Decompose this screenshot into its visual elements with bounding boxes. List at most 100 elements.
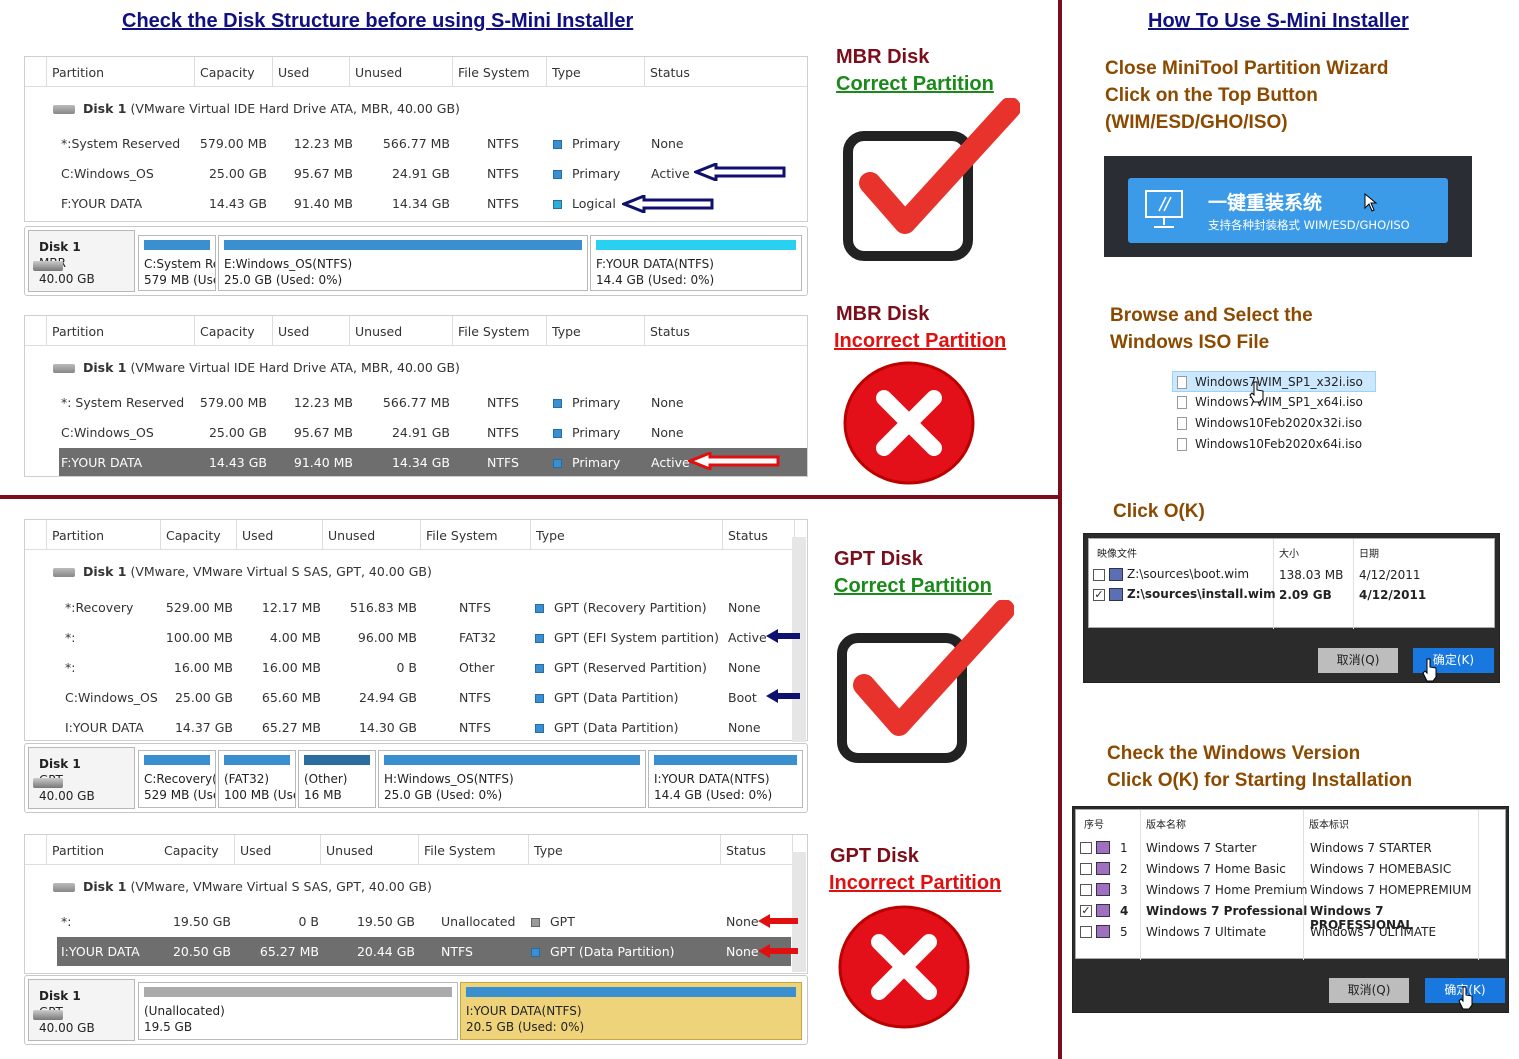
column-header-capacity[interactable]: Capacity <box>161 520 237 550</box>
column-header-capacity[interactable]: Capacity <box>195 57 273 87</box>
column-header-partition[interactable]: Partition <box>47 57 195 87</box>
segment-recovery[interactable]: C:Recovery(529 MB (Use <box>138 750 216 808</box>
scrollbar[interactable] <box>792 537 806 742</box>
column-header-status[interactable]: Status <box>721 835 793 865</box>
arrow-left-icon <box>622 195 714 213</box>
wim-row-selected[interactable]: ✓ Z:\sources\install.wim 2.09 GB 4/12/201… <box>1093 587 1489 605</box>
floppy-icon <box>1096 862 1110 875</box>
selected-row-highlight[interactable] <box>57 937 791 966</box>
wim-list: 映像文件 大小 日期 Z:\sources\boot.wim 138.03 MB… <box>1088 538 1495 629</box>
file-item[interactable]: Windows10Feb2020x32i.iso <box>1172 413 1376 434</box>
floppy-icon <box>1109 568 1123 581</box>
checkbox[interactable] <box>1080 925 1092 938</box>
column-header-file-system[interactable]: File System <box>421 520 531 550</box>
column-header-unused[interactable]: Unused <box>323 520 421 550</box>
segment-your-data[interactable]: I:YOUR DATA(NTFS) 14.4 GB (Used: 0%) <box>648 750 803 808</box>
file-item-selected[interactable]: Windows7WIM_SP1_x32i.iso <box>1172 371 1376 392</box>
segment-your-data[interactable]: F:YOUR DATA(NTFS) 14.4 GB (Used: 0%) <box>590 235 802 291</box>
mbr-correct-partition-table: Partition Capacity Used Unused File System Ty… <box>24 56 808 222</box>
version-row[interactable]: 5 Windows 7 Ultimate Windows 7 ULTIMATE <box>1080 924 1480 942</box>
segment-other[interactable]: (Other) 16 MB <box>298 750 376 808</box>
column-header-partition[interactable]: Partition <box>47 316 195 346</box>
segment-system-reserved[interactable]: C:System Re 579 MB (Use <box>138 235 216 291</box>
column-header-used[interactable]: Used <box>237 520 323 550</box>
column-header-used[interactable]: Used <box>273 316 350 346</box>
version-name: Windows 7 Professional <box>1146 904 1308 918</box>
wim-size: 2.09 GB <box>1279 588 1332 602</box>
floppy-icon <box>1096 841 1110 854</box>
cell-file-system: NTFS <box>487 136 519 151</box>
file-item[interactable]: Windows10Feb2020x64i.iso <box>1172 434 1376 455</box>
file-name: Windows7WIM_SP1_x64i.iso <box>1195 395 1363 409</box>
segment-windows-os[interactable]: E:Windows_OS(NTFS) 25.0 GB (Used: 0%) <box>218 235 588 291</box>
file-item[interactable]: Windows7WIM_SP1_x64i.iso <box>1172 392 1376 413</box>
cancel-button[interactable]: 取消(Q) <box>1318 648 1398 673</box>
cell-unused: 0 B <box>396 660 417 675</box>
wim-path: Z:\sources\install.wim <box>1127 587 1276 601</box>
checkbox[interactable] <box>1080 862 1092 875</box>
one-click-reinstall-button[interactable]: 一键重装系统 支持各种封装格式 WIM/ESD/GHO/ISO <box>1128 178 1448 243</box>
column-header-unused[interactable]: Unused <box>350 316 453 346</box>
checkbox[interactable] <box>1093 568 1105 581</box>
arrow-left-icon <box>766 629 800 643</box>
segment-windows-os[interactable]: H:Windows_OS(NTFS) 25.0 GB (Used: 0%) <box>378 750 646 808</box>
type-text: GPT (Data Partition) <box>554 720 679 735</box>
partition-type-icon <box>535 634 544 643</box>
column-header-unused[interactable]: Unused <box>321 835 419 865</box>
column-header-file-system[interactable]: File System <box>453 57 547 87</box>
column-header-type[interactable]: Type <box>547 57 645 87</box>
cell-partition: I:YOUR DATA <box>61 944 140 959</box>
disk-description: (VMware, VMware Virtual S SAS, GPT, 40.0… <box>130 879 432 894</box>
selected-row-highlight[interactable] <box>59 448 807 476</box>
column-header-used[interactable]: Used <box>273 57 350 87</box>
column-header-file-system[interactable]: File System <box>419 835 529 865</box>
disk-row[interactable]: Disk 1 (VMware, VMware Virtual S SAS, GP… <box>53 879 432 894</box>
cell-status: None <box>651 425 684 440</box>
column-header-status[interactable]: Status <box>645 57 807 87</box>
column-header-status[interactable]: Status <box>723 520 795 550</box>
cell-unused: 19.50 GB <box>356 914 415 929</box>
checkbox-checked[interactable]: ✓ <box>1080 903 1092 917</box>
column-header-capacity[interactable]: Capacity <box>195 316 273 346</box>
partition-type-icon <box>553 200 562 209</box>
column-header-type[interactable]: Type <box>547 316 645 346</box>
segment-label: (Unallocated) <box>144 1004 225 1018</box>
segment-unallocated[interactable]: (Unallocated) 19.5 GB <box>138 982 458 1040</box>
checkbox[interactable] <box>1080 841 1092 854</box>
disk-row[interactable]: Disk 1 (VMware, VMware Virtual S SAS, GP… <box>53 564 432 579</box>
column-header-status[interactable]: Status <box>645 316 807 346</box>
column-header-type[interactable]: Type <box>529 835 721 865</box>
version-row[interactable]: 2 Windows 7 Home Basic Windows 7 HOMEBASIC <box>1080 861 1480 879</box>
cell-file-system: FAT32 <box>459 630 497 645</box>
floppy-icon <box>1109 588 1123 601</box>
segment-fat32[interactable]: (FAT32) 100 MB (Use <box>218 750 296 808</box>
cancel-button[interactable]: 取消(Q) <box>1329 978 1409 1003</box>
scrollbar[interactable] <box>792 852 806 972</box>
header-spacer <box>25 835 47 865</box>
disk-row[interactable]: Disk 1 (VMware Virtual IDE Hard Drive AT… <box>53 101 460 116</box>
version-row[interactable]: 1 Windows 7 Starter Windows 7 STARTER <box>1080 840 1480 858</box>
column-header-unused[interactable]: Unused <box>350 57 453 87</box>
hand-cursor-icon <box>1422 658 1437 682</box>
column-header-file-system[interactable]: File System <box>453 316 547 346</box>
column-header-type[interactable]: Type <box>531 520 723 550</box>
hard-disk-icon <box>53 883 75 892</box>
version-row[interactable]: ✓ 4 Windows 7 Professional Windows 7 PROFES… <box>1080 903 1480 932</box>
column-header-partition[interactable]: Partition <box>47 835 161 865</box>
column-header-capacity[interactable]: Capacity <box>159 835 235 865</box>
checkbox-checked[interactable]: ✓ <box>1093 587 1105 601</box>
column-header-partition[interactable]: Partition <box>47 520 161 550</box>
column-header-used[interactable]: Used <box>235 835 321 865</box>
segment-your-data-selected[interactable]: I:YOUR DATA(NTFS) 20.5 GB (Used: 0%) <box>460 982 802 1040</box>
version-id: Windows 7 HOMEBASIC <box>1310 862 1452 876</box>
disk-row[interactable]: Disk 1 (VMware Virtual IDE Hard Drive AT… <box>53 360 460 375</box>
checkmark-icon <box>837 600 1014 763</box>
version-row[interactable]: 3 Windows 7 Home Premium Windows 7 HOMEPRE… <box>1080 882 1480 900</box>
version-index: 4 <box>1120 904 1129 918</box>
cell-file-system: NTFS <box>459 690 491 705</box>
wim-row[interactable]: Z:\sources\boot.wim 138.03 MB 4/12/2011 <box>1093 567 1489 585</box>
checkbox[interactable] <box>1080 883 1092 896</box>
horizontal-divider <box>0 495 1062 499</box>
version-index: 2 <box>1120 862 1128 876</box>
cell-file-system: Other <box>459 660 495 675</box>
